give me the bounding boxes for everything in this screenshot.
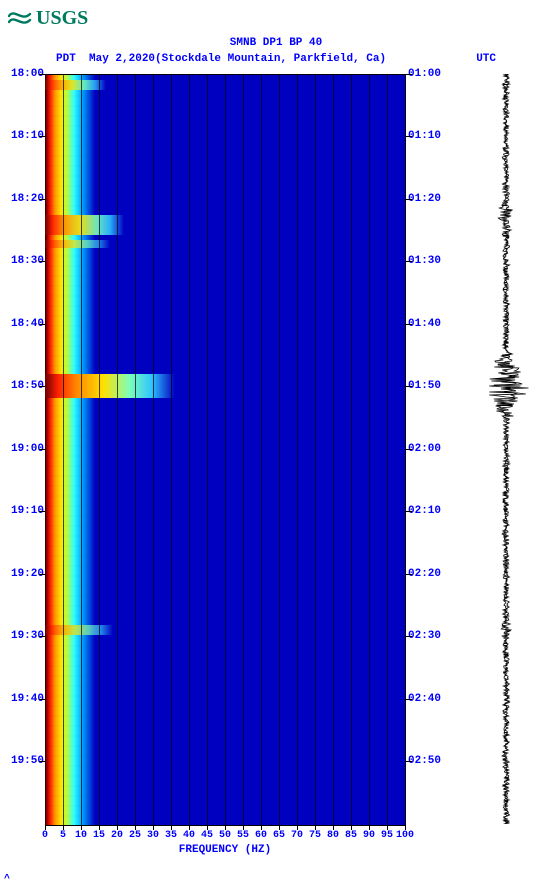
- y-tick-label: 02:10: [408, 505, 454, 517]
- x-tick-label: 5: [60, 830, 66, 841]
- chart-area: 18:0018:1018:2018:3018:4018:5019:0019:10…: [0, 74, 552, 874]
- x-tick-label: 20: [111, 830, 123, 841]
- y-tick-label: 18:40: [0, 318, 44, 330]
- x-tick-label: 80: [327, 830, 339, 841]
- x-tick-label: 75: [309, 830, 321, 841]
- y-tick-label: 18:10: [0, 130, 44, 142]
- x-tick-label: 45: [201, 830, 213, 841]
- y-tick-label: 02:50: [408, 755, 454, 767]
- y-tick-label: 01:10: [408, 130, 454, 142]
- usgs-logo: USGS: [0, 0, 552, 34]
- y-tick-label: 18:00: [0, 68, 44, 80]
- y-tick-label: 02:20: [408, 568, 454, 580]
- x-tick-label: 30: [147, 830, 159, 841]
- x-tick-label: 60: [255, 830, 267, 841]
- y-tick-label: 01:40: [408, 318, 454, 330]
- x-axis-title: FREQUENCY (HZ): [45, 844, 405, 856]
- caret-mark: ^: [4, 874, 10, 885]
- y-tick-label: 01:50: [408, 380, 454, 392]
- x-tick-label: 85: [345, 830, 357, 841]
- spectrogram-plot: [45, 74, 406, 826]
- x-tick-label: 40: [183, 830, 195, 841]
- x-tick-label: 0: [42, 830, 48, 841]
- seismic-event: [45, 240, 110, 248]
- x-tick-label: 10: [75, 830, 87, 841]
- x-tick-label: 65: [273, 830, 285, 841]
- y-tick-label: 19:50: [0, 755, 44, 767]
- x-tick-label: 35: [165, 830, 177, 841]
- pdt-label: PDT May 2,2020(Stockdale Mountain, Parkf…: [56, 52, 386, 68]
- seismic-event: [45, 215, 124, 235]
- x-tick-label: 90: [363, 830, 375, 841]
- y-tick-label: 19:20: [0, 568, 44, 580]
- y-tick-label: 19:10: [0, 505, 44, 517]
- x-tick-label: 55: [237, 830, 249, 841]
- y-tick-label: 01:00: [408, 68, 454, 80]
- utc-label: UTC: [476, 52, 496, 68]
- seismic-event: [45, 625, 113, 635]
- y-tick-label: 18:20: [0, 193, 44, 205]
- seismic-event: [45, 374, 175, 398]
- waveform-plot: [478, 74, 534, 824]
- y-tick-label: 01:20: [408, 193, 454, 205]
- y-tick-label: 19:40: [0, 693, 44, 705]
- y-tick-label: 18:50: [0, 380, 44, 392]
- x-tick-label: 50: [219, 830, 231, 841]
- x-tick-label: 15: [93, 830, 105, 841]
- y-tick-label: 19:30: [0, 630, 44, 642]
- chart-header: SMNB DP1 BP 40 PDT May 2,2020(Stockdale …: [0, 36, 552, 68]
- chart-title: SMNB DP1 BP 40: [0, 36, 552, 52]
- x-tick-label: 70: [291, 830, 303, 841]
- y-tick-label: 01:30: [408, 255, 454, 267]
- y-axis-left: 18:0018:1018:2018:3018:4018:5019:0019:10…: [0, 74, 44, 824]
- x-tick-label: 25: [129, 830, 141, 841]
- x-tick-label: 95: [381, 830, 393, 841]
- y-tick-label: 19:00: [0, 443, 44, 455]
- y-axis-right: 01:0001:1001:2001:3001:4001:5002:0002:10…: [408, 74, 454, 824]
- y-tick-label: 02:30: [408, 630, 454, 642]
- svg-text:USGS: USGS: [36, 7, 88, 29]
- y-tick-label: 02:00: [408, 443, 454, 455]
- chart-subtitle-row: PDT May 2,2020(Stockdale Mountain, Parkf…: [56, 52, 496, 68]
- seismic-event: [45, 80, 106, 90]
- y-tick-label: 18:30: [0, 255, 44, 267]
- y-tick-label: 02:40: [408, 693, 454, 705]
- y-ticks-right: [406, 74, 412, 824]
- x-tick-label: 100: [396, 830, 414, 841]
